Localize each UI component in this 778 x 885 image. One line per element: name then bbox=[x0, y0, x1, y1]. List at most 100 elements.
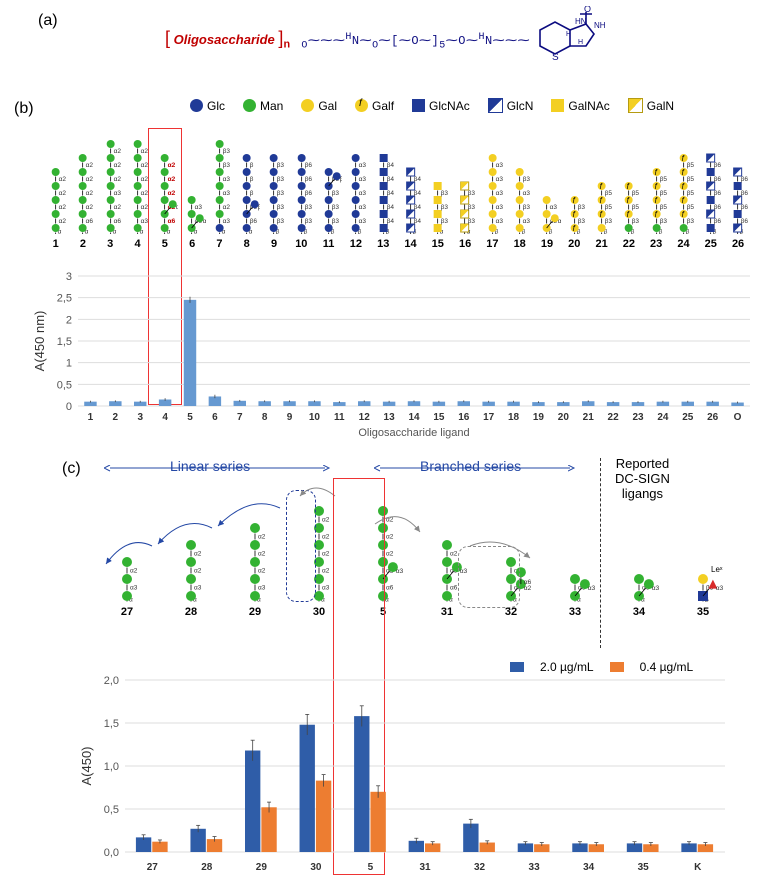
svg-text:3: 3 bbox=[137, 412, 143, 423]
biotin-icon: O HN NH S H H bbox=[520, 6, 615, 66]
svg-text:0,0: 0,0 bbox=[104, 847, 119, 859]
glycan-22: ββ3fβ5fβ5f22 bbox=[615, 130, 642, 250]
symbol-legend: GlcManGalGalfGlcNAcGlcNGalNAcGalN bbox=[190, 98, 674, 113]
svg-text:α3: α3 bbox=[495, 176, 503, 183]
glycan-9: ββ3β3β3β3β39 bbox=[260, 130, 287, 250]
svg-text:33: 33 bbox=[529, 862, 541, 873]
svg-text:β4: β4 bbox=[386, 176, 394, 183]
svg-text:β3: β3 bbox=[523, 176, 531, 183]
svg-text:0,5: 0,5 bbox=[104, 804, 119, 816]
svg-text:27: 27 bbox=[147, 862, 159, 873]
svg-text:β5: β5 bbox=[659, 176, 667, 183]
legend-item-galf: Galf bbox=[355, 99, 394, 113]
svg-text:β3: β3 bbox=[523, 204, 531, 211]
svg-text:α3: α3 bbox=[222, 176, 230, 183]
glycan-21: ββ3fβ5fβ5f21 bbox=[588, 130, 615, 250]
svg-text:21: 21 bbox=[583, 412, 595, 423]
svg-text:β3: β3 bbox=[605, 218, 613, 225]
glycan-label: 4 bbox=[134, 238, 140, 250]
glycan-label: 17 bbox=[486, 238, 498, 250]
svg-text:β5: β5 bbox=[659, 204, 667, 211]
svg-text:α2: α2 bbox=[86, 204, 94, 211]
glycan-20: βfβ3fβ3f20 bbox=[561, 130, 588, 250]
svg-text:β4: β4 bbox=[386, 204, 394, 211]
glycan-label: 24 bbox=[677, 238, 689, 250]
svg-text:1: 1 bbox=[88, 412, 94, 423]
panel-c-label: (c) bbox=[62, 460, 81, 478]
legend-text: Gal bbox=[318, 99, 337, 113]
svg-text:1: 1 bbox=[66, 358, 72, 370]
legend-text: GlcN bbox=[507, 99, 534, 113]
svg-text:β4: β4 bbox=[414, 190, 422, 197]
glycan-label: 22 bbox=[623, 238, 635, 250]
svg-text:1,0: 1,0 bbox=[104, 761, 119, 773]
glycan-label: 18 bbox=[514, 238, 526, 250]
svg-text:4: 4 bbox=[162, 412, 168, 423]
glycan-1: αα2α2α2α21 bbox=[42, 130, 69, 250]
glycan-6: αα6α3α26 bbox=[178, 130, 205, 250]
svg-text:19: 19 bbox=[533, 412, 545, 423]
legend-symbol bbox=[551, 99, 564, 112]
svg-text:α2: α2 bbox=[113, 176, 121, 183]
glycan-label: 15 bbox=[432, 238, 444, 250]
svg-text:Oligosaccharide ligand: Oligosaccharide ligand bbox=[358, 427, 469, 439]
branched-series-label: Branched series bbox=[420, 458, 521, 474]
glycan-label: 20 bbox=[568, 238, 580, 250]
svg-text:2: 2 bbox=[113, 412, 119, 423]
legend-item-man: Man bbox=[243, 99, 283, 113]
glycan-label: 16 bbox=[459, 238, 471, 250]
svg-text:β4: β4 bbox=[386, 190, 394, 197]
glycan-label: 6 bbox=[189, 238, 195, 250]
svg-text:α3: α3 bbox=[523, 190, 531, 197]
svg-text:28: 28 bbox=[201, 862, 213, 873]
svg-text:β5: β5 bbox=[686, 204, 694, 211]
svg-text:α3: α3 bbox=[359, 218, 367, 225]
svg-text:β5: β5 bbox=[686, 176, 694, 183]
glycan-26: ββ6β6β6β626 bbox=[724, 130, 751, 250]
svg-text:β3: β3 bbox=[577, 218, 585, 225]
svg-text:β6: β6 bbox=[304, 176, 312, 183]
svg-text:α3: α3 bbox=[195, 204, 203, 211]
svg-text:β3: β3 bbox=[304, 204, 312, 211]
svg-text:β3: β3 bbox=[332, 190, 340, 197]
legend-item-galnac: GalNAc bbox=[551, 99, 609, 113]
svg-text:α3: α3 bbox=[359, 204, 367, 211]
glycan-13: ββ4β4β4β4β413 bbox=[370, 130, 397, 250]
glycan-17: βα3α3α3α3α317 bbox=[479, 130, 506, 250]
svg-text:0,5: 0,5 bbox=[57, 379, 72, 391]
svg-text:2,0: 2,0 bbox=[104, 675, 119, 687]
svg-text:β3: β3 bbox=[468, 204, 476, 211]
svg-text:A(450 nm): A(450 nm) bbox=[32, 311, 47, 372]
svg-text:β6: β6 bbox=[250, 218, 258, 225]
svg-text:1,5: 1,5 bbox=[104, 718, 119, 730]
glycan-35: ββ3α3Leˣ35 bbox=[671, 488, 735, 618]
svg-text:16: 16 bbox=[458, 412, 470, 423]
svg-text:26: 26 bbox=[707, 412, 719, 423]
glycan-24: ββ3fβ5fβ5fβ5fβ5f24 bbox=[670, 130, 697, 250]
svg-text:β5: β5 bbox=[605, 204, 613, 211]
glycan-label: 9 bbox=[271, 238, 277, 250]
svg-text:β6: β6 bbox=[741, 204, 749, 211]
legend-text: Man bbox=[260, 99, 283, 113]
glycan-11: ββ3β3β3β6β611 bbox=[315, 130, 342, 250]
glycan-label: 23 bbox=[650, 238, 662, 250]
linear-series-label: Linear series bbox=[170, 458, 250, 474]
legend-symbol bbox=[243, 99, 256, 112]
svg-text:β: β bbox=[250, 162, 254, 169]
legend-symbol bbox=[301, 99, 314, 112]
glycan-label: 1 bbox=[53, 238, 59, 250]
svg-text:β6: β6 bbox=[714, 176, 722, 183]
legend-item-galn: GalN bbox=[628, 98, 674, 113]
glycan-label: 14 bbox=[404, 238, 416, 250]
svg-text:5: 5 bbox=[368, 862, 374, 873]
svg-text:β3: β3 bbox=[441, 190, 449, 197]
glycan-label: 12 bbox=[350, 238, 362, 250]
chem-structure: [ Oligosaccharide ]n O⁓⁓⁓HN⁓O⁓[⁓O⁓]5⁓O⁓H… bbox=[165, 28, 530, 51]
glycan-16: αβ3β3β316 bbox=[451, 130, 478, 250]
legend-symbol bbox=[355, 99, 368, 112]
svg-text:β6: β6 bbox=[741, 176, 749, 183]
glycan-10: ββ3β3β6β6β610 bbox=[288, 130, 315, 250]
glycan-23: ββ3fβ5fβ5fβ5f23 bbox=[643, 130, 670, 250]
svg-text:β4: β4 bbox=[386, 162, 394, 169]
svg-text:β6: β6 bbox=[741, 218, 749, 225]
